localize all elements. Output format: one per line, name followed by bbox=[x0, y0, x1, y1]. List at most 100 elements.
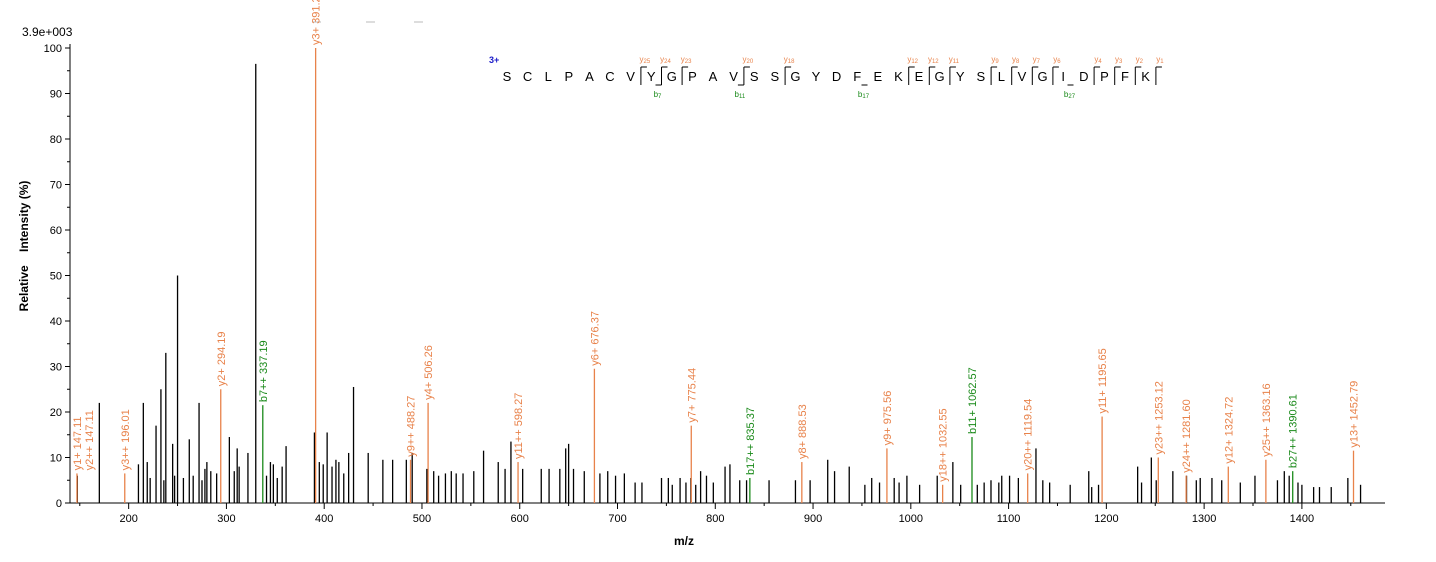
peak-label-y-ion: y3++ 196.01 bbox=[120, 409, 132, 470]
y-fragment-label: y25 bbox=[640, 55, 651, 65]
residue: C bbox=[523, 69, 532, 84]
residue: S bbox=[503, 69, 512, 84]
x-tick-label: 300 bbox=[217, 513, 235, 525]
x-tick-label: 1000 bbox=[899, 513, 923, 525]
residue: G bbox=[790, 69, 800, 84]
y-tick-label: 70 bbox=[50, 180, 62, 192]
b-fragment-label: b7 bbox=[654, 90, 662, 100]
y-fragment-label: y20 bbox=[743, 55, 754, 65]
residue: D bbox=[832, 69, 841, 84]
residue: A bbox=[585, 69, 594, 84]
intensity-scale-label: 3.9e+003 bbox=[22, 25, 73, 39]
residue: C bbox=[605, 69, 614, 84]
y-tick-label: 50 bbox=[50, 271, 62, 283]
residue: L bbox=[998, 69, 1005, 84]
y-fragment-label: y7 bbox=[1033, 55, 1041, 65]
peak-label-y-ion: y11++ 598.27 bbox=[513, 393, 525, 459]
y-fragment-label: y1 bbox=[1156, 55, 1164, 65]
b-fragment-label: b27 bbox=[1064, 90, 1076, 100]
y-fragment-label: y11 bbox=[949, 55, 960, 65]
peak-label-y-ion: y6+ 676.37 bbox=[589, 311, 601, 366]
y-fragment-label: y6 bbox=[1053, 55, 1061, 65]
peak-label-b-ion: b17++ 835.37 bbox=[745, 407, 757, 475]
residue: V bbox=[1018, 69, 1027, 84]
residue: F bbox=[1121, 69, 1129, 84]
x-tick-label: 600 bbox=[511, 513, 529, 525]
axes: 0 10 20 30 40 50 60 70 80 90 100 200 300 400 500 600 700… bbox=[44, 43, 1385, 525]
x-tick-label: 500 bbox=[413, 513, 431, 525]
y-fragment-label: y12 bbox=[928, 55, 939, 65]
y-tick-label: 20 bbox=[50, 407, 62, 419]
y-fragment-label: y23 bbox=[681, 55, 692, 65]
peak-label-y-ion: y7+ 775.44 bbox=[686, 368, 698, 423]
residue: E bbox=[915, 69, 924, 84]
y-fragment-label: y8 bbox=[1012, 55, 1020, 65]
y-fragment-label: y9 bbox=[991, 55, 999, 65]
peak-label-b-ion: b7++ 337.19 bbox=[258, 340, 270, 402]
charge-state: 3+ bbox=[489, 55, 499, 65]
y-tick-label: 0 bbox=[56, 498, 62, 510]
y-tick-label: 90 bbox=[50, 89, 62, 101]
peak-label-y-ion: y2++ 147.11 bbox=[84, 410, 96, 470]
residue: Y bbox=[812, 69, 821, 84]
peak-label-b-ion: b11+ 1062.57 bbox=[967, 367, 979, 434]
peak-label-y-ion: y9+ 975.56 bbox=[882, 391, 894, 446]
residue: I bbox=[1061, 69, 1065, 84]
y-tick-label: 80 bbox=[50, 134, 62, 146]
residue: G bbox=[1038, 69, 1048, 84]
y-tick-label: 30 bbox=[50, 362, 62, 374]
peak-label-y-ion: y4+ 506.26 bbox=[423, 345, 435, 400]
residue: A bbox=[709, 69, 718, 84]
x-tick-label: 700 bbox=[608, 513, 626, 525]
y-fragment-label: y2 bbox=[1136, 55, 1144, 65]
peak-label-y-ion: y24++ 1281.60 bbox=[1181, 399, 1193, 472]
residue: S bbox=[976, 69, 985, 84]
x-tick-label: 1400 bbox=[1290, 513, 1314, 525]
peak-label-y-ion: y2+ 294.19 bbox=[216, 332, 228, 387]
peak-label-y-ion: y25++ 1363.16 bbox=[1261, 383, 1273, 456]
y-tick-label: 40 bbox=[50, 316, 62, 328]
y-fragment-label: y4 bbox=[1094, 55, 1102, 65]
y-fragment-label: y18 bbox=[784, 55, 795, 65]
residue: D bbox=[1079, 69, 1088, 84]
y-fragment-label: y12 bbox=[907, 55, 918, 65]
y-tick-label: 100 bbox=[44, 43, 62, 55]
residue: Y bbox=[647, 69, 656, 84]
peak-label-b-ion: b27++ 1390.61 bbox=[1288, 394, 1300, 468]
y-tick-label: 10 bbox=[50, 453, 62, 465]
b-fragment-label: b11 bbox=[735, 90, 746, 100]
x-axis-label: m/z bbox=[674, 534, 694, 548]
x-tick-label: 1300 bbox=[1192, 513, 1216, 525]
x-tick-label: 200 bbox=[119, 513, 137, 525]
residue: V bbox=[729, 69, 738, 84]
residue: P bbox=[1100, 69, 1109, 84]
b-fragment-label: b17 bbox=[858, 90, 870, 100]
residue: F bbox=[853, 69, 861, 84]
x-tick-label: 900 bbox=[804, 513, 822, 525]
residue: V bbox=[626, 69, 635, 84]
residue: P bbox=[688, 69, 697, 84]
peak-label-y-ion: y20++ 1119.54 bbox=[1023, 399, 1035, 471]
peak-label-y-ion: y18++ 1032.55 bbox=[938, 408, 950, 481]
peak-label-y-ion: y23++ 1253.12 bbox=[1153, 381, 1165, 454]
peak-label-y-ion: y8+ 888.53 bbox=[797, 404, 809, 459]
x-tick-label: 800 bbox=[706, 513, 724, 525]
residue: L bbox=[545, 69, 552, 84]
peak-label-y-ion: y3+ 391.24 bbox=[311, 0, 323, 45]
residue: S bbox=[770, 69, 779, 84]
residue: E bbox=[873, 69, 882, 84]
x-tick-label: 400 bbox=[315, 513, 333, 525]
unassigned-peaks bbox=[76, 63, 1362, 503]
x-tick-label: 1200 bbox=[1094, 513, 1118, 525]
y-axis-label: Relative Intensity (%) bbox=[17, 181, 31, 312]
y-fragment-label: y24 bbox=[660, 55, 671, 65]
residue: K bbox=[1141, 69, 1150, 84]
peak-label-y-ion: y11+ 1195.65 bbox=[1097, 348, 1109, 413]
peak-label-y-ion: y12+ 1324.72 bbox=[1223, 397, 1235, 464]
residue: G bbox=[935, 69, 945, 84]
residue: P bbox=[564, 69, 573, 84]
peak-label-y-ion: y1+ 147.11 bbox=[72, 416, 84, 470]
peak-label-y-ion: y9++ 488.27 bbox=[406, 396, 418, 457]
